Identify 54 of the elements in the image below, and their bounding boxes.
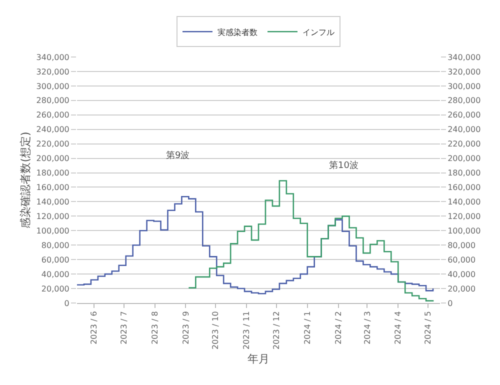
x-tick-label: 2023 / 6: [90, 311, 99, 344]
y-tick-label: 320,000: [36, 67, 70, 76]
y2-tick-label: 340,000: [448, 52, 481, 62]
y2-tick-label: 220,000: [448, 140, 481, 149]
x-tick-label: 2023 / 8: [150, 311, 160, 344]
y-tick-label: 300,000: [36, 82, 70, 91]
y2-tick-label: 120,000: [448, 212, 481, 221]
y-tick-label: 120,000: [36, 212, 70, 221]
x-tick-label: 2023 / 10: [211, 311, 220, 350]
y-tick-label: 340,000: [36, 52, 70, 62]
y-tick-label: 200,000: [36, 154, 70, 164]
y-tick-label: 220,000: [36, 140, 70, 149]
y2-tick-label: 40,000: [448, 270, 476, 279]
y2-tick-label: 80,000: [448, 240, 476, 250]
y-tick-label: 40,000: [41, 270, 70, 279]
y-tick-label: 140,000: [36, 198, 70, 207]
x-axis-title: 年月: [248, 352, 270, 366]
y2-tick-label: 200,000: [448, 154, 481, 164]
y2-tick-label: 180,000: [448, 168, 481, 178]
y2-tick-label: 280,000: [448, 96, 481, 106]
x-tick-label: 2024 / 3: [362, 311, 372, 344]
legend-label: インフル: [302, 28, 334, 37]
x-tick-label: 2023 / 9: [181, 311, 190, 344]
x-tick-label: 2023 / 11: [242, 311, 252, 350]
x-tick-label: 2024 / 5: [424, 311, 433, 344]
annotation: 第10波: [329, 160, 358, 171]
y2-tick-label: 320,000: [448, 67, 481, 76]
y2-tick-label: 60,000: [448, 255, 476, 264]
legend-label: 実感染者数: [218, 28, 258, 37]
x-tick-label: 2024 / 4: [394, 311, 403, 344]
y2-tick-label: 0: [448, 298, 453, 308]
annotation: 第9波: [166, 150, 190, 161]
y2-tick-label: 260,000: [448, 110, 481, 120]
x-tick-label: 2024 / 1: [302, 311, 312, 344]
y-tick-label: 0: [64, 298, 70, 308]
y-tick-label: 240,000: [36, 125, 70, 134]
y-axis-title: 感染確認者数(想定): [18, 132, 32, 228]
x-tick-label: 2023 / 7: [119, 311, 128, 344]
x-tick-label: 2024 / 2: [334, 311, 343, 344]
y-tick-label: 260,000: [36, 110, 70, 120]
y2-tick-label: 160,000: [448, 183, 481, 192]
y2-tick-label: 300,000: [448, 82, 481, 91]
x-tick-label: 2023 / 12: [272, 311, 282, 350]
y2-tick-label: 100,000: [448, 226, 481, 236]
y2-tick-label: 240,000: [448, 125, 481, 134]
y-tick-label: 100,000: [36, 226, 70, 236]
y-tick-label: 20,000: [41, 284, 70, 294]
y-tick-label: 160,000: [36, 183, 70, 192]
y2-tick-label: 20,000: [448, 284, 476, 294]
y-tick-label: 80,000: [41, 240, 70, 250]
y2-tick-label: 140,000: [448, 198, 481, 207]
y-tick-label: 280,000: [36, 96, 70, 106]
y-tick-label: 180,000: [36, 168, 70, 178]
y-tick-label: 60,000: [41, 255, 70, 264]
